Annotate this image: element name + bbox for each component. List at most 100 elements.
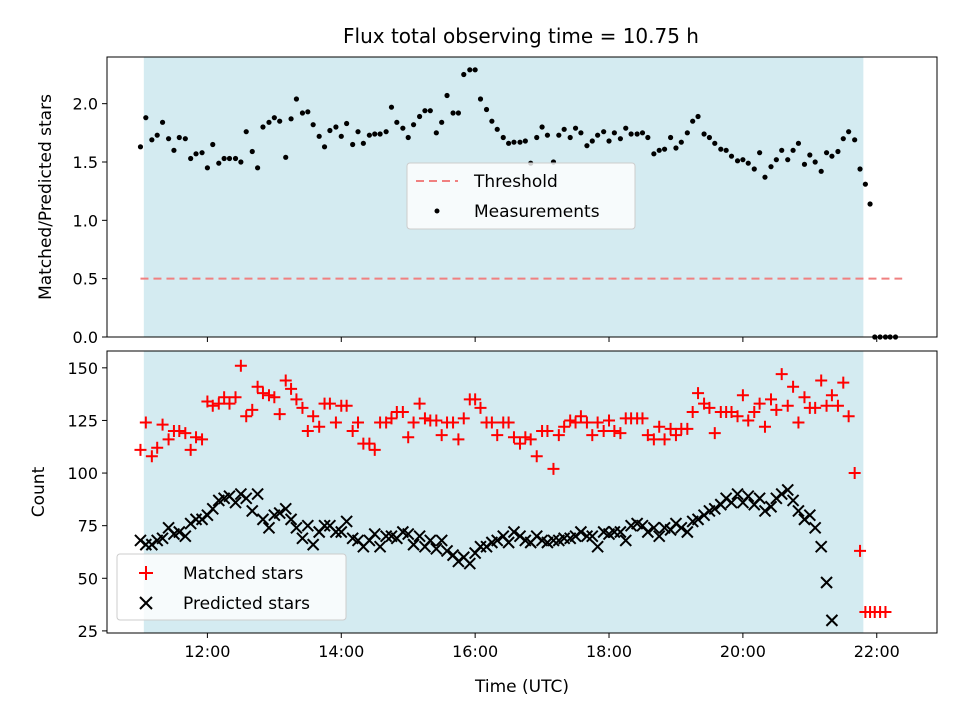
measurement-point [344, 120, 350, 127]
matched-star-point [352, 416, 365, 429]
measurement-point [383, 129, 389, 135]
measurement-point [427, 108, 433, 114]
measurement-point [785, 157, 791, 163]
measurement-point [701, 131, 707, 137]
measurement-point [544, 132, 551, 138]
measurement-point [623, 125, 629, 131]
predicted-star-point [262, 521, 276, 534]
predicted-star-point [402, 527, 415, 541]
measurement-point [801, 161, 808, 167]
matched-star-point [524, 433, 537, 446]
bottom-y-tick-label: 25 [78, 622, 98, 641]
matched-star-point [329, 416, 342, 429]
predicted-star-point [413, 529, 426, 543]
predicted-star-point [764, 500, 778, 513]
matched-star-point [775, 368, 788, 381]
measurement-point [422, 108, 428, 114]
predicted-star-point [229, 496, 242, 509]
matched-star-point [145, 450, 158, 463]
predicted-star-point [708, 502, 721, 516]
measurement-point [293, 96, 300, 102]
legend-matched-label: Matched stars [183, 564, 303, 584]
measurement-point [601, 129, 607, 135]
matched-star-point [502, 416, 515, 429]
measurement-point [410, 122, 417, 128]
predicted-star-point [251, 487, 264, 501]
predicted-stars-points [135, 484, 839, 627]
matched-star-point [597, 424, 610, 437]
matched-star-point [725, 406, 738, 419]
predicted-star-point [775, 487, 788, 501]
matched-star-point [368, 443, 381, 456]
predicted-star-point [808, 521, 822, 534]
measurement-point [840, 136, 846, 142]
measurement-point [567, 134, 573, 141]
matched-star-point [703, 401, 716, 414]
matched-star-point [457, 412, 470, 425]
matched-star-point [825, 389, 838, 402]
top-y-tick-label: 0.0 [73, 328, 98, 347]
matched-star-point [792, 416, 805, 429]
measurement-point [271, 115, 277, 121]
predicted-star-point [296, 532, 309, 545]
measurement-point [718, 146, 724, 152]
predicted-star-point [240, 492, 253, 505]
matched-star-point [820, 399, 833, 412]
measurement-point [171, 147, 177, 153]
matched-star-point [184, 443, 197, 456]
matched-star-point [842, 410, 855, 423]
measurement-point [350, 141, 356, 148]
measurement-points [137, 67, 899, 340]
matched-star-point [229, 391, 242, 404]
measurement-point [645, 134, 651, 141]
predicted-star-point [786, 494, 800, 507]
measurement-point [867, 201, 873, 207]
matched-star-point [218, 391, 231, 404]
measurement-point [835, 148, 841, 155]
matched-star-point [708, 427, 721, 440]
matched-star-point [279, 374, 292, 387]
measurement-point [372, 131, 378, 137]
matched-star-point [363, 437, 376, 450]
chart-title: Flux total observing time = 10.75 h [343, 24, 699, 48]
predicted-star-point [502, 536, 515, 549]
measurement-point [310, 122, 316, 128]
measurement-point [149, 137, 155, 143]
predicted-star-point [675, 521, 688, 534]
predicted-star-point [301, 519, 315, 532]
measurement-point [751, 166, 757, 172]
measurement-point [333, 124, 339, 130]
predicted-star-point [273, 506, 286, 520]
measurement-point [221, 155, 227, 162]
matched-star-point [647, 433, 660, 446]
x-tick-label: 18:00 [586, 642, 632, 661]
predicted-star-point [725, 496, 738, 509]
measurement-point [210, 141, 216, 148]
top-x-ticks [206, 337, 878, 342]
bottom-y-tick-label: 75 [78, 517, 98, 536]
matched-star-point [212, 397, 225, 410]
matched-star-point [301, 424, 314, 437]
bottom-y-tick-label: 125 [67, 411, 98, 430]
matched-star-point [474, 401, 487, 414]
measurement-point [321, 144, 328, 150]
predicted-star-point [641, 525, 655, 539]
measurement-point [305, 109, 311, 115]
measurement-point [779, 147, 785, 153]
x-tick-label: 20:00 [720, 642, 766, 661]
measurement-point [823, 150, 830, 156]
matched-star-point [558, 420, 571, 433]
matched-star-point [418, 412, 431, 425]
predicted-star-point [619, 534, 632, 547]
matched-star-point [765, 393, 777, 406]
matched-star-point [798, 391, 811, 404]
matched-star-point [240, 410, 253, 423]
matched-star-point [507, 431, 520, 444]
measurement-point [628, 131, 634, 137]
matched-star-point [246, 403, 259, 416]
measurement-point [405, 134, 411, 141]
predicted-star-point [820, 576, 833, 589]
bottom-x-ticks: 12:00 14:00 16:00 18:00 20:00 22:00 [184, 633, 900, 661]
measurement-point [327, 127, 333, 134]
